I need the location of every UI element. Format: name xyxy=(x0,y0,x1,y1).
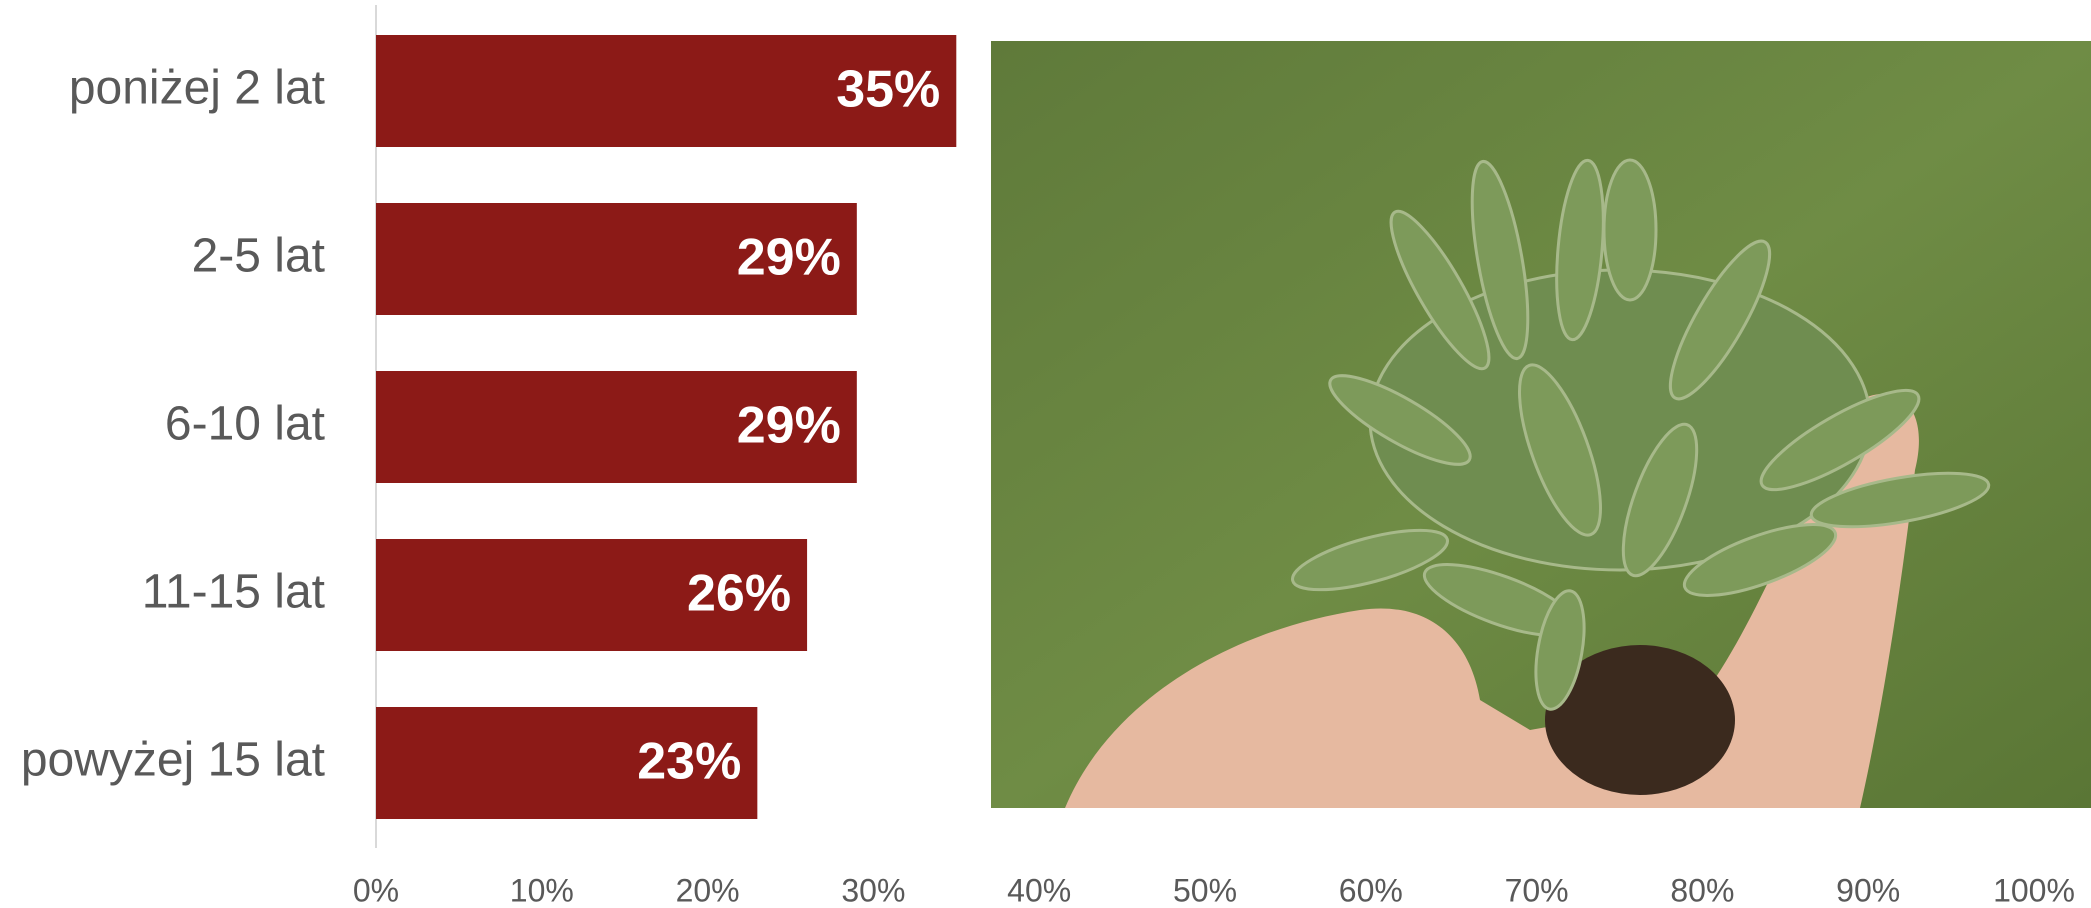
x-tick-label: 20% xyxy=(676,872,740,908)
value-label: 26% xyxy=(687,565,791,623)
bar xyxy=(376,35,957,147)
bar xyxy=(376,539,808,651)
bar xyxy=(376,203,857,315)
x-tick-label: 70% xyxy=(1505,872,1569,908)
category-label: poniżej 2 lat xyxy=(69,62,325,115)
category-label: 2-5 lat xyxy=(192,230,325,283)
x-tick-label: 60% xyxy=(1339,872,1403,908)
value-label: 23% xyxy=(637,733,741,791)
photo xyxy=(991,41,2091,808)
category-label: 6-10 lat xyxy=(165,398,325,451)
x-tick-label: 100% xyxy=(1993,872,2075,908)
value-label: 35% xyxy=(836,61,940,119)
bar xyxy=(376,707,758,819)
category-label: powyżej 15 lat xyxy=(21,734,325,787)
x-tick-label: 80% xyxy=(1670,872,1734,908)
x-tick-label: 30% xyxy=(841,872,905,908)
x-tick-label: 0% xyxy=(353,872,399,908)
x-tick-label: 40% xyxy=(1007,872,1071,908)
value-label: 29% xyxy=(737,397,841,455)
bar xyxy=(376,371,857,483)
x-tick-label: 90% xyxy=(1836,872,1900,908)
category-label: 11-15 lat xyxy=(142,566,325,619)
value-label: 29% xyxy=(737,229,841,287)
x-tick-label: 10% xyxy=(510,872,574,908)
x-tick-label: 50% xyxy=(1173,872,1237,908)
